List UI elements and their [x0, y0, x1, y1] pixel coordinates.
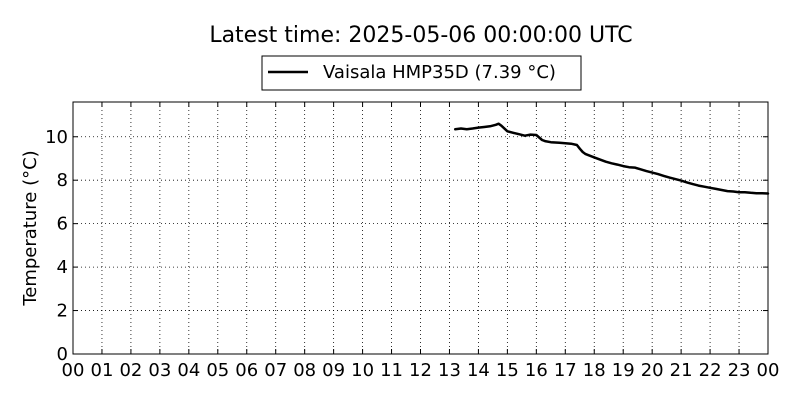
x-tick-label: 00 [62, 360, 85, 381]
grid [73, 102, 768, 354]
y-tick-label: 0 [57, 344, 68, 365]
x-tick-label: 16 [525, 360, 548, 381]
plot-area-frame [72, 101, 769, 355]
y-axis-label: Temperature (°C) [20, 150, 41, 306]
chart-title: Latest time: 2025-05-06 00:00:00 UTC [209, 23, 632, 48]
y-tick-label: 2 [57, 301, 68, 322]
x-tick-label: 00 [757, 360, 780, 381]
series-line [453, 122, 770, 195]
legend-label: Vaisala HMP35D (7.39 °C) [323, 62, 556, 83]
x-tick-label: 03 [148, 360, 171, 381]
x-tick-label: 02 [119, 360, 142, 381]
y-tick-label: 10 [45, 127, 68, 148]
legend-box [261, 55, 582, 91]
x-tick-label: 06 [235, 360, 258, 381]
series-group [453, 122, 770, 195]
x-tick-label: 08 [293, 360, 316, 381]
x-tick-label: 20 [641, 360, 664, 381]
x-tick-label: 07 [264, 360, 287, 381]
y-tick-label: 6 [57, 214, 68, 235]
x-tick-label: 11 [380, 360, 403, 381]
y-axis-tick-labels: 0 2 4 6 8 10 [45, 127, 68, 365]
x-tick-label: 05 [206, 360, 229, 381]
x-tick-label: 13 [438, 360, 461, 381]
x-tick-label: 10 [351, 360, 374, 381]
x-tick-label: 12 [409, 360, 432, 381]
x-axis-tick-labels: 00 01 02 03 04 05 06 07 08 09 10 11 12 13 14 15 16 17 18 19… [62, 360, 780, 381]
x-tick-label: 09 [322, 360, 345, 381]
x-tick-label: 23 [728, 360, 751, 381]
x-tick-label: 19 [612, 360, 635, 381]
legend: Vaisala HMP35D (7.39 °C) [261, 55, 582, 91]
x-tick-label: 04 [177, 360, 200, 381]
x-tick-label: 15 [496, 360, 519, 381]
x-tick-label: 18 [583, 360, 606, 381]
x-tick-label: 21 [670, 360, 693, 381]
x-tick-label: 22 [699, 360, 722, 381]
x-tick-label: 01 [91, 360, 114, 381]
y-tick-label: 8 [57, 170, 68, 191]
x-tick-label: 14 [467, 360, 490, 381]
y-tick-label: 4 [57, 257, 68, 278]
x-tick-label: 17 [554, 360, 577, 381]
axis-ticks [72, 102, 769, 355]
